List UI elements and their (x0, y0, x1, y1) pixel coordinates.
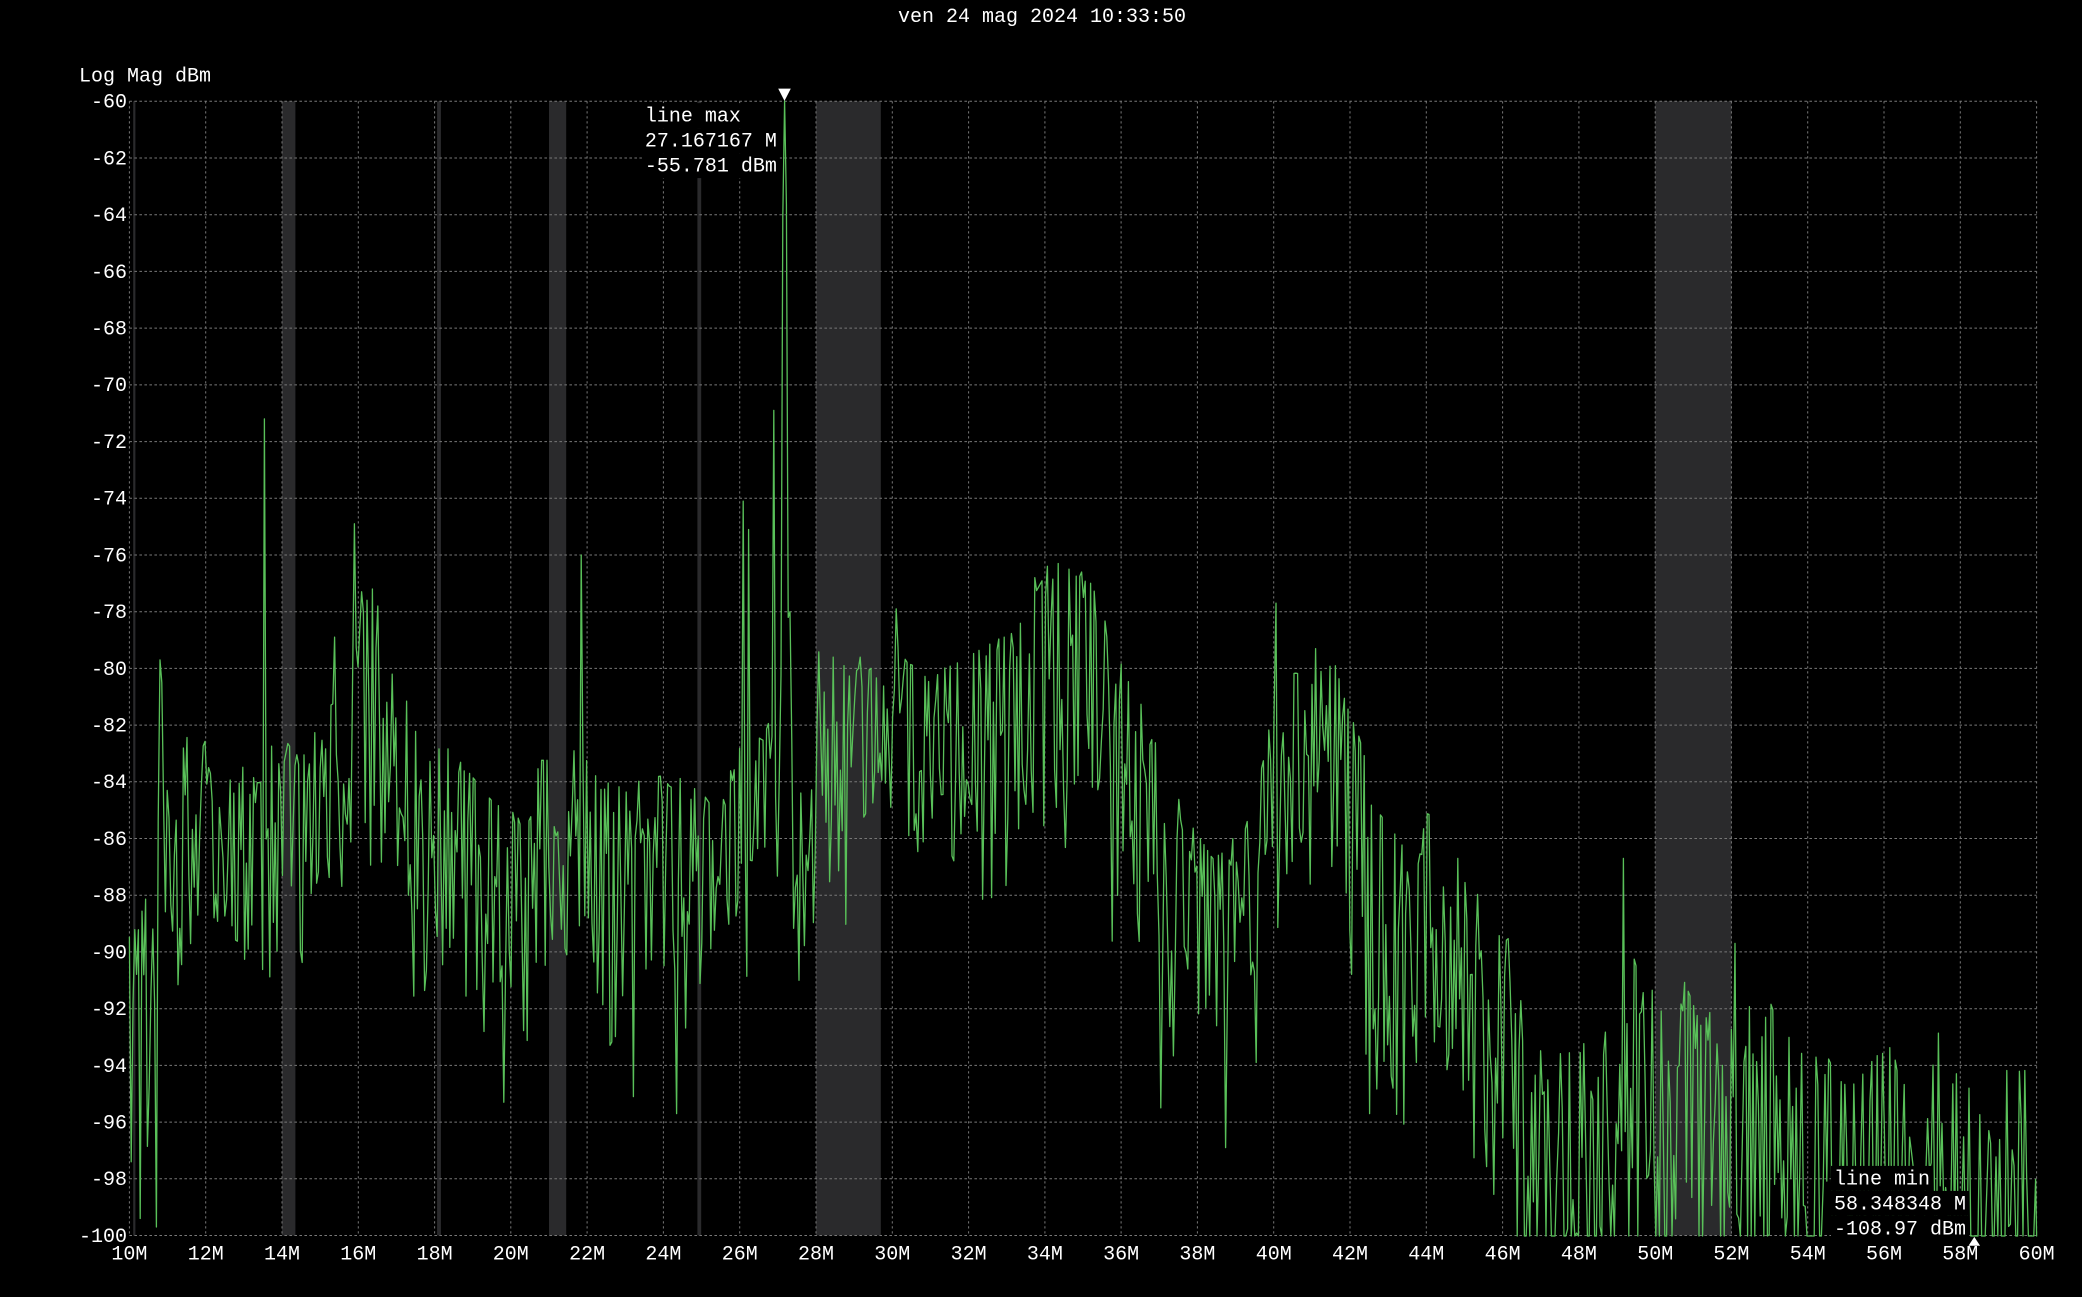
svg-text:-88: -88 (91, 886, 127, 909)
svg-text:-66: -66 (91, 262, 127, 285)
svg-text:line min: line min (1834, 1169, 1930, 1192)
svg-text:12M: 12M (188, 1244, 224, 1267)
svg-text:10M: 10M (111, 1244, 147, 1267)
svg-text:32M: 32M (951, 1244, 987, 1267)
svg-text:-68: -68 (91, 319, 127, 342)
svg-text:-60: -60 (91, 92, 127, 115)
svg-text:20M: 20M (493, 1244, 529, 1267)
svg-text:-90: -90 (91, 942, 127, 965)
svg-text:56M: 56M (1866, 1244, 1902, 1267)
svg-text:-92: -92 (91, 999, 127, 1022)
svg-text:line max: line max (645, 106, 741, 129)
svg-text:-74: -74 (91, 489, 127, 512)
svg-text:-94: -94 (91, 1056, 127, 1079)
svg-text:60M: 60M (2019, 1244, 2055, 1267)
svg-text:50M: 50M (1637, 1244, 1673, 1267)
svg-text:Log Mag dBm: Log Mag dBm (79, 65, 211, 88)
svg-text:-86: -86 (91, 829, 127, 852)
svg-text:36M: 36M (1103, 1244, 1139, 1267)
svg-text:-72: -72 (91, 432, 127, 455)
svg-text:-82: -82 (91, 716, 127, 739)
svg-text:58.348348 M: 58.348348 M (1834, 1194, 1966, 1217)
svg-text:-78: -78 (91, 602, 127, 625)
svg-text:40M: 40M (1256, 1244, 1292, 1267)
svg-text:28M: 28M (798, 1244, 834, 1267)
svg-text:14M: 14M (264, 1244, 300, 1267)
svg-text:44M: 44M (1408, 1244, 1444, 1267)
svg-text:-80: -80 (91, 659, 127, 682)
svg-text:18M: 18M (417, 1244, 453, 1267)
svg-text:48M: 48M (1561, 1244, 1597, 1267)
svg-text:-98: -98 (91, 1169, 127, 1192)
svg-text:38M: 38M (1179, 1244, 1215, 1267)
svg-text:27.167167 M: 27.167167 M (645, 131, 777, 154)
svg-text:26M: 26M (722, 1244, 758, 1267)
svg-text:54M: 54M (1790, 1244, 1826, 1267)
svg-text:ven 24 mag 2024 10:33:50: ven 24 mag 2024 10:33:50 (898, 6, 1186, 29)
svg-text:-108.97 dBm: -108.97 dBm (1834, 1219, 1966, 1242)
svg-text:-70: -70 (91, 375, 127, 398)
svg-text:24M: 24M (645, 1244, 681, 1267)
svg-text:-62: -62 (91, 148, 127, 171)
svg-text:-96: -96 (91, 1113, 127, 1136)
svg-text:46M: 46M (1485, 1244, 1521, 1267)
svg-text:-64: -64 (91, 205, 127, 228)
svg-text:22M: 22M (569, 1244, 605, 1267)
svg-text:30M: 30M (874, 1244, 910, 1267)
svg-text:16M: 16M (340, 1244, 376, 1267)
svg-text:42M: 42M (1332, 1244, 1368, 1267)
svg-text:-76: -76 (91, 545, 127, 568)
svg-text:34M: 34M (1027, 1244, 1063, 1267)
svg-text:52M: 52M (1713, 1244, 1749, 1267)
svg-text:-55.781 dBm: -55.781 dBm (645, 156, 777, 179)
svg-text:-100: -100 (79, 1226, 127, 1249)
svg-text:58M: 58M (1942, 1244, 1978, 1267)
svg-text:-84: -84 (91, 772, 127, 795)
